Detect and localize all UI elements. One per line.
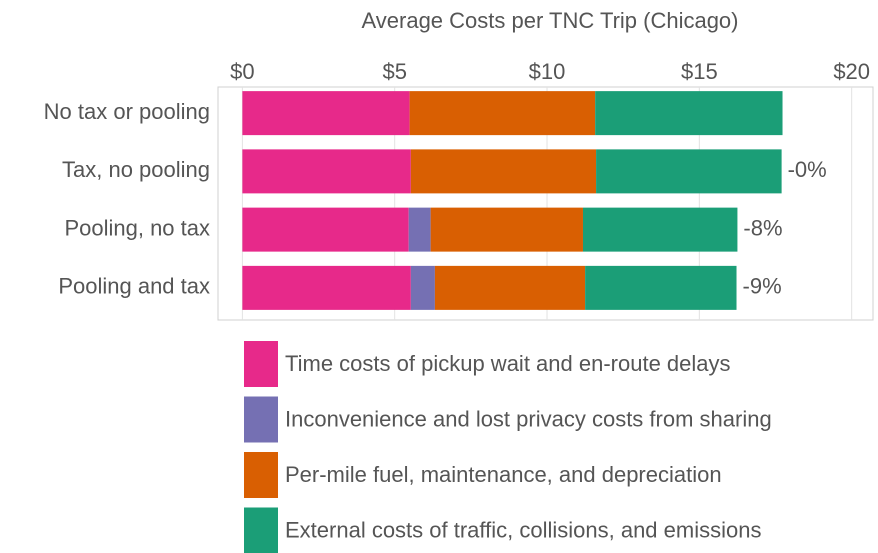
bar-segment <box>242 265 411 310</box>
x-tick-label: $10 <box>529 59 566 84</box>
legend-swatch <box>244 341 278 387</box>
legend-swatch <box>244 452 278 498</box>
bar-segment <box>410 149 597 194</box>
bar-segment <box>409 91 596 136</box>
bar-segment <box>242 207 409 252</box>
legend-swatch <box>244 507 278 553</box>
bar-segment <box>585 265 737 310</box>
bar-segment <box>596 149 782 194</box>
bar-segment <box>595 91 783 136</box>
y-tick-label: Tax, no pooling <box>62 157 210 182</box>
y-tick-label: Pooling and tax <box>58 274 210 299</box>
bar-segment <box>582 207 738 252</box>
x-tick-label: $5 <box>382 59 406 84</box>
total-label: -0% <box>788 157 827 182</box>
total-label: -8% <box>743 215 782 240</box>
x-tick-label: $15 <box>681 59 718 84</box>
y-tick-label: Pooling, no tax <box>64 215 210 240</box>
legend-label: Inconvenience and lost privacy costs fro… <box>285 406 772 431</box>
x-tick-label: $20 <box>833 59 870 84</box>
legend-label: Time costs of pickup wait and en-route d… <box>285 351 731 376</box>
bar-segment <box>242 149 411 194</box>
legend-label: Per-mile fuel, maintenance, and deprecia… <box>285 462 722 487</box>
bar-segment <box>434 265 586 310</box>
bar-segment <box>410 265 435 310</box>
legend-label: External costs of traffic, collisions, a… <box>285 517 761 542</box>
plot-frame <box>217 86 874 321</box>
legend-swatch <box>244 396 278 443</box>
chart-title: Average Costs per TNC Trip (Chicago) <box>362 8 739 33</box>
bar-segment <box>242 91 410 136</box>
x-tick-label: $0 <box>230 59 254 84</box>
bar-segment <box>430 207 583 252</box>
total-label: -9% <box>743 274 782 299</box>
y-tick-label: No tax or pooling <box>44 99 210 124</box>
bar-segment <box>408 207 431 252</box>
